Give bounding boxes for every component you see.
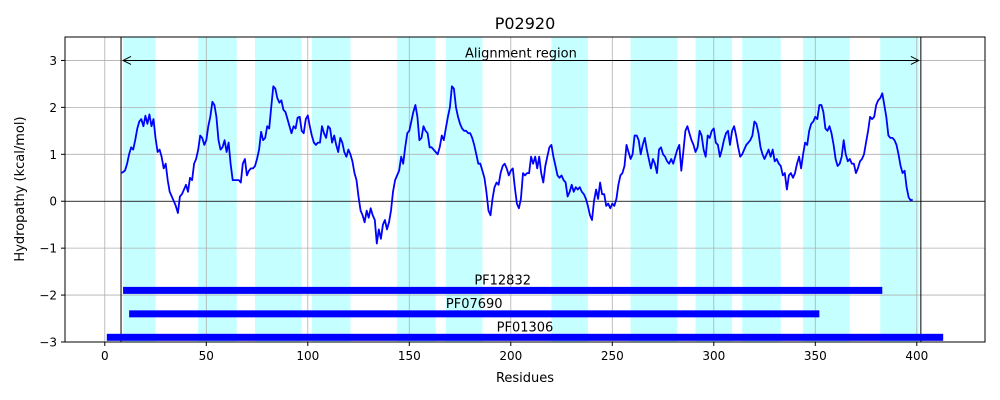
hydropathy-line bbox=[120, 85, 913, 245]
highlight-region-10 bbox=[742, 37, 781, 342]
y-tick-label-0: 0 bbox=[49, 195, 57, 209]
highlight-region-4 bbox=[311, 37, 351, 342]
x-axis-ticks: 0 50 100 150 200 250 300 350 400 bbox=[101, 342, 928, 363]
alignment-arrowhead-left bbox=[121, 56, 132, 65]
highlight-region-12 bbox=[880, 37, 919, 342]
y-tick-label-3: 3 bbox=[49, 54, 57, 68]
domain-label-PF01306: PF01306 bbox=[497, 320, 554, 335]
x-tick-label-50: 50 bbox=[199, 349, 214, 363]
x-tick-label-300: 300 bbox=[702, 349, 725, 363]
highlight-region-1 bbox=[123, 37, 156, 342]
y-axis-label: Hydropathy (kcal/mol) bbox=[13, 116, 28, 261]
y-tick-label--1: −1 bbox=[39, 242, 57, 256]
x-tick-label-150: 150 bbox=[398, 349, 421, 363]
x-tick-label-250: 250 bbox=[601, 349, 624, 363]
axes-frame bbox=[64, 36, 986, 343]
chart-title: P02920 bbox=[495, 14, 556, 33]
highlight-region-11 bbox=[803, 37, 850, 342]
y-tick-label-1: 1 bbox=[49, 148, 57, 162]
domain-label-PF12832: PF12832 bbox=[474, 273, 531, 288]
highlight-region-3 bbox=[255, 37, 302, 342]
highlight-region-5 bbox=[397, 37, 436, 342]
x-tick-label-100: 100 bbox=[296, 349, 319, 363]
highlight-region-2 bbox=[198, 37, 237, 342]
y-tick-label--2: −2 bbox=[39, 289, 57, 303]
alignment-region: Alignment region bbox=[120, 37, 922, 342]
domain-bars: PF12832 PF07690 PF01306 bbox=[106, 273, 944, 341]
x-tick-label-350: 350 bbox=[804, 349, 827, 363]
y-tick-label-2: 2 bbox=[49, 101, 57, 115]
domain-label-PF07690: PF07690 bbox=[446, 297, 503, 312]
y-tick-label--3: −3 bbox=[39, 336, 57, 350]
highlight-region-8 bbox=[630, 37, 678, 342]
domain-bar-PF12832 bbox=[123, 286, 883, 294]
x-tick-label-400: 400 bbox=[905, 349, 928, 363]
domain-bar-PF01306 bbox=[106, 333, 944, 341]
alignment-region-label: Alignment region bbox=[465, 46, 577, 61]
x-tick-label-0: 0 bbox=[101, 349, 109, 363]
domain-bar-PF07690 bbox=[129, 310, 820, 318]
y-axis-ticks: −3 −2 −1 0 1 2 3 bbox=[39, 54, 65, 350]
x-tick-label-200: 200 bbox=[499, 349, 522, 363]
x-axis-label: Residues bbox=[496, 371, 554, 386]
alignment-arrowhead-right bbox=[910, 56, 920, 65]
